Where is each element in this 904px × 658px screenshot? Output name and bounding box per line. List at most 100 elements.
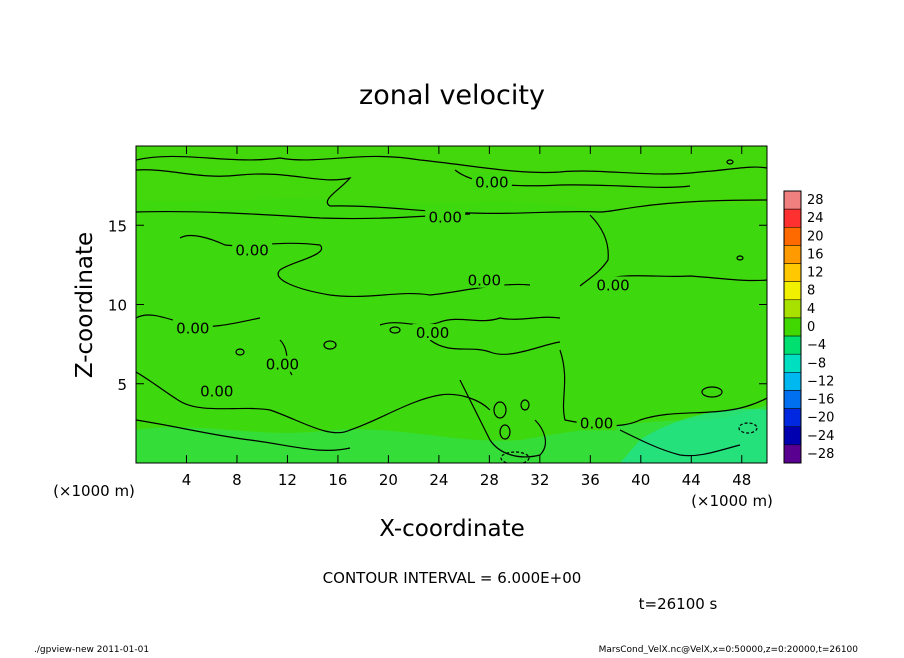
contour-labels: 0.00 0.00 0.00 0.00 0.00 0.00 0.00 0.00 0.00 0.00 <box>172 173 634 432</box>
colorbar-frame <box>783 190 802 464</box>
x-tick-label: 24 <box>429 471 448 489</box>
contour-label: 0.00 <box>596 276 629 294</box>
x-axis: 4 8 12 16 20 24 28 32 36 40 44 48 <box>182 146 751 489</box>
x-axis-label: X-coordinate <box>379 516 525 542</box>
contour-label-bg <box>425 208 466 225</box>
colorbar-label: −28 <box>807 447 834 462</box>
colorbar-label: −24 <box>807 429 834 444</box>
colorbar-label: 8 <box>807 284 815 299</box>
chart-title: zonal velocity <box>359 80 545 111</box>
colorbar-label: −4 <box>807 338 826 353</box>
x-tick-label: 48 <box>732 471 751 489</box>
contour-line <box>136 210 471 220</box>
contour-label-bg <box>262 355 303 372</box>
x-tick-label: 16 <box>328 471 347 489</box>
x-unit-label: (×1000 m) <box>691 492 773 510</box>
colorbar-swatch <box>783 372 802 391</box>
contour-loop <box>389 326 401 334</box>
plot-field: 0.00 0.00 0.00 0.00 0.00 0.00 0.00 0.00 0.00 0.00 <box>136 146 767 463</box>
colorbar-swatch <box>783 227 802 246</box>
contour-loop <box>726 159 734 165</box>
contour-label-bg <box>471 173 512 190</box>
colorbar-swatch <box>783 263 802 282</box>
y-tick-label: 10 <box>108 297 127 315</box>
colorbar-swatch <box>783 190 802 210</box>
contour-line <box>429 339 561 355</box>
contour-line <box>136 155 767 175</box>
contour-label: 0.00 <box>200 383 233 401</box>
contour-loop <box>701 386 723 398</box>
contour-label: 0.00 <box>580 414 613 432</box>
contour-line <box>459 379 547 458</box>
contour-label: 0.00 <box>266 356 299 374</box>
contour-lines <box>136 155 767 463</box>
contour-loop <box>520 399 530 411</box>
x-tick-label: 8 <box>232 471 242 489</box>
colorbar-label: −12 <box>807 374 834 389</box>
field-shade-lower <box>136 405 767 463</box>
footer-right: MarsCond_VelX.nc@VelX,x=0:50000,z=0:2000… <box>599 645 859 654</box>
field-shade-cyan <box>620 409 767 463</box>
contour-line <box>579 214 609 287</box>
colorbar-label: 16 <box>807 247 824 262</box>
contour-line <box>136 371 491 434</box>
colorbar: 28 24 20 16 12 8 4 0 −4 −8 −12 −16 −20 −24 −28 <box>783 190 834 464</box>
contour-interval-text: CONTOUR INTERVAL = 6.000E+00 <box>323 569 582 587</box>
colorbar-swatch <box>783 353 802 373</box>
footer-left: ./gpview-new 2011-01-01 <box>34 645 149 654</box>
contour-loop <box>736 255 744 261</box>
contour-label: 0.00 <box>235 242 268 260</box>
contour-label: 0.00 <box>176 319 209 337</box>
contour-label: 0.00 <box>428 208 461 226</box>
contour-loop <box>738 422 758 434</box>
contour-line <box>136 169 767 215</box>
contour-label: 0.00 <box>468 272 501 290</box>
x-tick-label: 28 <box>480 471 499 489</box>
x-tick-label: 44 <box>682 471 701 489</box>
contour-line <box>136 419 351 451</box>
contour-label-bg <box>576 414 617 431</box>
contour-label-bg <box>412 324 453 341</box>
colorbar-swatch <box>783 408 802 427</box>
y-axis: 5 10 15 <box>108 217 767 394</box>
contour-loop <box>493 401 507 419</box>
contour-label-bg <box>172 319 213 336</box>
contour-loop <box>499 424 511 440</box>
x-tick-label: 4 <box>182 471 192 489</box>
x-tick-label: 36 <box>581 471 600 489</box>
contour-label-bg <box>232 241 273 258</box>
colorbar-label: 28 <box>807 193 824 208</box>
contour-loop <box>500 451 530 463</box>
y-tick-label: 5 <box>117 376 127 394</box>
contour-line <box>559 349 767 427</box>
contour-label-bg <box>593 276 634 293</box>
contour-line <box>179 234 531 298</box>
contour-loop <box>323 340 337 350</box>
y-unit-label: (×1000 m) <box>53 482 135 500</box>
x-tick-label: 12 <box>278 471 297 489</box>
colorbar-swatch <box>783 208 802 228</box>
contour-label-bg <box>464 271 505 288</box>
x-tick-label: 40 <box>631 471 650 489</box>
colorbar-swatch <box>783 245 802 264</box>
contour-line <box>599 275 767 282</box>
colorbar-label: −8 <box>807 356 826 371</box>
colorbar-swatch <box>783 299 802 319</box>
colorbar-label: 24 <box>807 211 824 226</box>
contour-line <box>619 429 741 457</box>
contour-label: 0.00 <box>416 324 449 342</box>
colorbar-label: −20 <box>807 411 834 426</box>
colorbar-label: −16 <box>807 393 834 408</box>
colorbar-swatch <box>783 390 802 409</box>
y-tick-label: 15 <box>108 217 127 235</box>
colorbar-label: 4 <box>807 302 815 317</box>
contour-line <box>379 316 561 326</box>
x-tick-label: 32 <box>530 471 549 489</box>
time-text: t=26100 s <box>639 595 718 613</box>
x-tick-label: 20 <box>379 471 398 489</box>
colorbar-swatch <box>783 335 802 355</box>
colorbar-swatch <box>783 426 802 446</box>
colorbar-swatch <box>783 444 802 464</box>
